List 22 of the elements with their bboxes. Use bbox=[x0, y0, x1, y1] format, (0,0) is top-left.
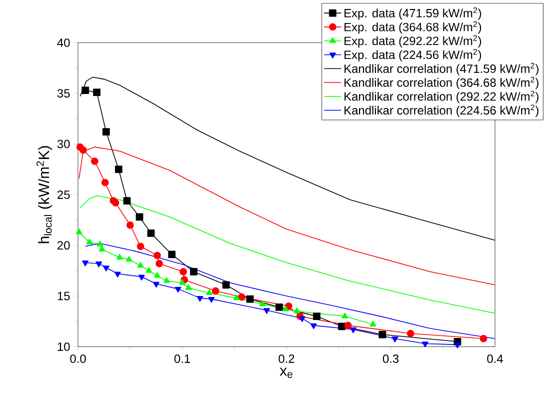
y-tick-label: 15 bbox=[58, 292, 70, 300]
x-tick-label: 0.0 bbox=[70, 354, 86, 363]
y-tick-label: 35 bbox=[57, 89, 70, 98]
x-tick-label: 0.4 bbox=[487, 354, 503, 363]
y-tick-label: 10 bbox=[58, 342, 70, 351]
legend-label: Kandlikar correlation (364.68 kW/m$^{2}$) bbox=[344, 76, 538, 90]
y-tick-label: 20 bbox=[58, 241, 70, 250]
y-tick-label: 40 bbox=[57, 38, 70, 47]
legend-label: Exp. data (292.22 kW/m$^{2}$) bbox=[344, 35, 482, 48]
legend-label: Kandlikar correlation (224.56 kW/m$^{2}$) bbox=[344, 104, 538, 117]
x-axis-title: x$_{e}$ bbox=[280, 368, 292, 378]
legend-label: Exp. data (471.59 kW/m$^{2}$) bbox=[344, 7, 482, 20]
x-tick-label: 0.1 bbox=[174, 354, 190, 363]
legend-label: Exp. data (224.56 kW/m$^{2}$) bbox=[344, 49, 482, 62]
y-axis-title: h$_{local}$ (kW/m$^{2}$K) bbox=[36, 146, 52, 244]
legend-label: Kandlikar correlation (471.59 kW/m$^{2}$) bbox=[344, 62, 538, 76]
legend-label: Kandlikar correlation (292.22 kW/m$^{2}$) bbox=[344, 90, 538, 104]
y-tick-label: 25 bbox=[58, 190, 70, 199]
x-tick-label: 0.2 bbox=[278, 354, 294, 363]
x-tick-label: 0.3 bbox=[382, 354, 399, 363]
y-tick-label: 30 bbox=[57, 140, 70, 148]
legend-label: Exp. data (364.68 kW/m$^{2}$) bbox=[344, 21, 482, 34]
